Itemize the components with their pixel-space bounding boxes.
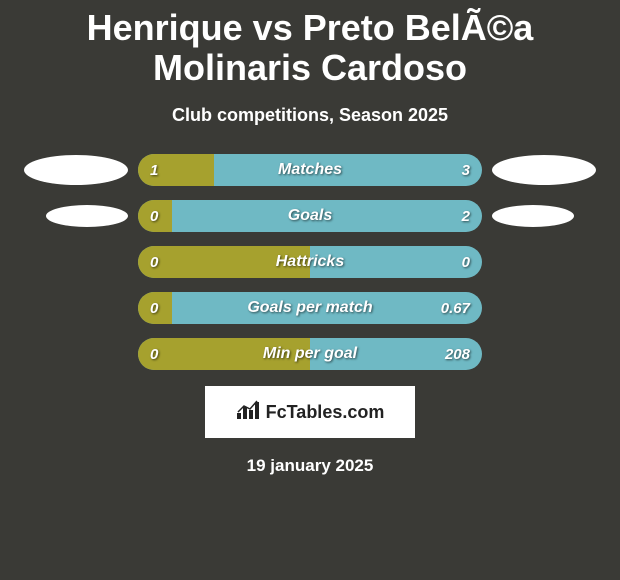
- stat-bar: 0Goals2: [138, 200, 482, 232]
- page-title: Henrique vs Preto BelÃ©a Molinaris Cardo…: [0, 0, 620, 87]
- stat-row: 0Hattricks0: [10, 246, 610, 278]
- stat-right-value: 208: [445, 338, 470, 370]
- stat-bar: 0Goals per match0.67: [138, 292, 482, 324]
- stat-bar: 0Hattricks0: [138, 246, 482, 278]
- stat-label: Matches: [138, 154, 482, 186]
- date-text: 19 january 2025: [0, 456, 620, 476]
- stats-area: 1Matches30Goals20Hattricks00Goals per ma…: [0, 154, 620, 370]
- stat-right-value: 3: [462, 154, 470, 186]
- left-ellipse: [24, 155, 128, 185]
- stat-label: Min per goal: [138, 338, 482, 370]
- stat-row: 0Goals2: [10, 200, 610, 232]
- right-ellipse: [492, 155, 596, 185]
- right-ellipse: [492, 205, 574, 227]
- stat-right-value: 0: [462, 246, 470, 278]
- bar-chart-icon: [236, 399, 260, 426]
- stat-right-value: 2: [462, 200, 470, 232]
- stat-row: 0Goals per match0.67: [10, 292, 610, 324]
- stat-label: Goals per match: [138, 292, 482, 324]
- logo-text: FcTables.com: [266, 402, 385, 423]
- stat-row: 1Matches3: [10, 154, 610, 186]
- stat-label: Hattricks: [138, 246, 482, 278]
- stat-label: Goals: [138, 200, 482, 232]
- logo-box: FcTables.com: [205, 386, 415, 438]
- left-ellipse: [46, 205, 128, 227]
- stat-bar: 1Matches3: [138, 154, 482, 186]
- subtitle: Club competitions, Season 2025: [0, 105, 620, 126]
- stat-row: 0Min per goal208: [10, 338, 610, 370]
- stat-bar: 0Min per goal208: [138, 338, 482, 370]
- stat-right-value: 0.67: [441, 292, 470, 324]
